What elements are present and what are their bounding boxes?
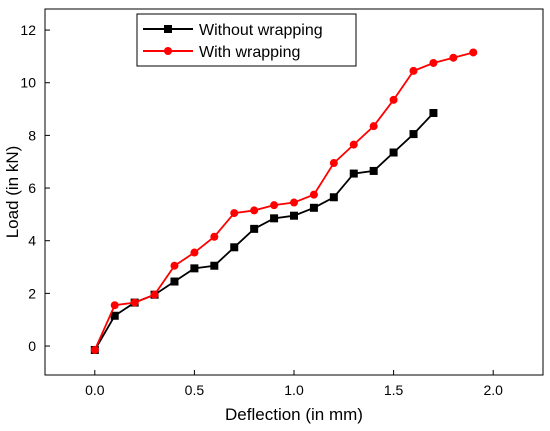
data-point-without-wrapping xyxy=(270,214,279,223)
data-point-with-wrapping xyxy=(210,232,219,241)
data-point-with-wrapping xyxy=(449,53,458,62)
data-point-with-wrapping xyxy=(130,298,139,307)
data-point-with-wrapping xyxy=(389,95,398,104)
data-point-with-wrapping xyxy=(290,198,298,207)
x-tick-label: 0.5 xyxy=(185,382,205,398)
x-axis-ticks: 0.0 0.5 1.0 1.5 2.0 xyxy=(85,370,503,398)
data-point-without-wrapping xyxy=(290,211,298,220)
data-point-with-wrapping xyxy=(270,201,279,210)
legend-marker-without-wrapping xyxy=(164,25,172,33)
y-tick-label: 6 xyxy=(28,180,36,196)
y-tick-label: 12 xyxy=(20,22,36,38)
data-point-without-wrapping xyxy=(110,311,119,320)
data-point-without-wrapping xyxy=(349,169,358,178)
legend-label-with-wrapping: With wrapping xyxy=(199,44,300,61)
x-tick-label: 2.0 xyxy=(483,382,503,398)
y-tick-label: 2 xyxy=(28,285,36,301)
legend-label-without-wrapping: Without wrapping xyxy=(199,22,323,39)
data-point-with-wrapping xyxy=(250,206,259,215)
series-layer xyxy=(90,48,478,354)
data-point-with-wrapping xyxy=(469,48,478,57)
x-tick-label: 1.0 xyxy=(284,382,304,398)
data-point-without-wrapping xyxy=(329,193,338,202)
data-point-with-wrapping xyxy=(230,209,239,218)
data-point-with-wrapping xyxy=(409,66,418,75)
data-point-with-wrapping xyxy=(150,290,159,299)
data-point-without-wrapping xyxy=(429,109,438,118)
x-tick-label: 1.5 xyxy=(384,382,404,398)
series-with-wrapping xyxy=(90,48,478,354)
data-point-without-wrapping xyxy=(170,277,179,286)
data-point-with-wrapping xyxy=(309,190,318,199)
data-point-with-wrapping xyxy=(369,122,378,131)
data-point-without-wrapping xyxy=(389,148,398,157)
data-point-with-wrapping xyxy=(429,58,438,67)
data-point-with-wrapping xyxy=(190,248,199,257)
data-point-without-wrapping xyxy=(369,166,378,175)
y-axis-label: Load (in kN) xyxy=(3,146,22,239)
data-point-without-wrapping xyxy=(190,264,199,273)
data-point-without-wrapping xyxy=(210,261,219,270)
y-tick-label: 10 xyxy=(20,75,36,91)
data-point-without-wrapping xyxy=(250,224,259,233)
x-tick-label: 0.0 xyxy=(85,382,105,398)
data-point-with-wrapping xyxy=(90,345,99,354)
y-axis-ticks: 0 2 4 6 8 10 12 xyxy=(20,22,50,354)
legend: Without wrapping With wrapping xyxy=(136,13,357,67)
data-point-without-wrapping xyxy=(409,130,418,139)
data-point-with-wrapping xyxy=(349,140,358,149)
legend-marker-with-wrapping xyxy=(164,47,172,55)
y-tick-label: 8 xyxy=(28,127,36,143)
y-tick-label: 0 xyxy=(28,338,36,354)
y-tick-label: 4 xyxy=(28,233,36,249)
legend-box xyxy=(136,13,357,67)
data-point-with-wrapping xyxy=(329,159,338,168)
data-point-without-wrapping xyxy=(309,203,318,212)
data-point-with-wrapping xyxy=(110,301,119,310)
series-line-without-wrapping xyxy=(94,112,435,351)
series-line-with-wrapping xyxy=(93,51,474,351)
data-point-with-wrapping xyxy=(170,261,179,270)
series-without-wrapping xyxy=(90,109,438,354)
x-axis-label: Deflection (in mm) xyxy=(225,405,363,424)
data-point-without-wrapping xyxy=(230,243,239,252)
